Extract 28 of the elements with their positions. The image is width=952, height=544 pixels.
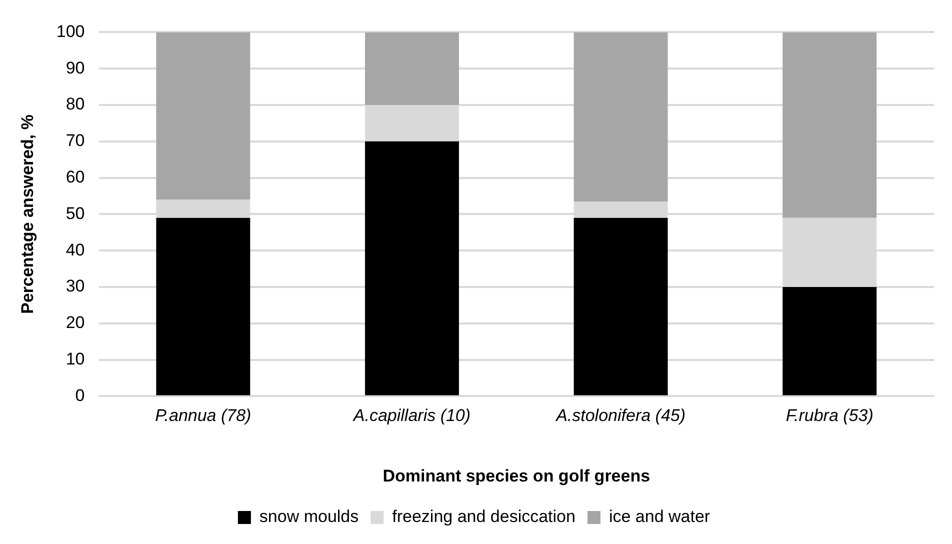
y-tick-label: 70 [66, 131, 85, 150]
y-tick-label: 20 [66, 313, 85, 332]
bar [156, 218, 250, 396]
bar [782, 32, 877, 218]
bar [156, 32, 250, 200]
x-axis-title: Dominant species on golf greens [382, 466, 650, 486]
y-tick-label: 100 [56, 22, 85, 41]
y-tick-label: 80 [66, 94, 85, 114]
bar [364, 32, 459, 105]
x-tick-label: A.stolonifera (45) [555, 406, 686, 426]
legend-label: snow moulds [259, 507, 359, 526]
y-tick-label: 40 [66, 240, 85, 260]
y-tick-label: 30 [66, 276, 85, 296]
legend-label: ice and water [608, 507, 710, 526]
y-tick-label: 90 [66, 58, 85, 78]
bar [364, 141, 459, 396]
x-tick-label: A.capillaris (10) [352, 406, 471, 426]
y-tick-label: 60 [66, 167, 85, 186]
y-tick-label: 50 [66, 204, 85, 223]
bar [782, 287, 877, 396]
legend-label: freezing and desiccation [392, 507, 576, 526]
y-tick-label: 10 [66, 349, 85, 368]
y-axis-title: Percentage answered, % [18, 114, 37, 314]
bar [574, 218, 668, 396]
x-tick-label: F.rubra (53) [786, 406, 874, 426]
bar [574, 32, 668, 202]
y-tick-label: 0 [75, 386, 85, 405]
x-tick-label: P.annua (78) [155, 406, 252, 426]
